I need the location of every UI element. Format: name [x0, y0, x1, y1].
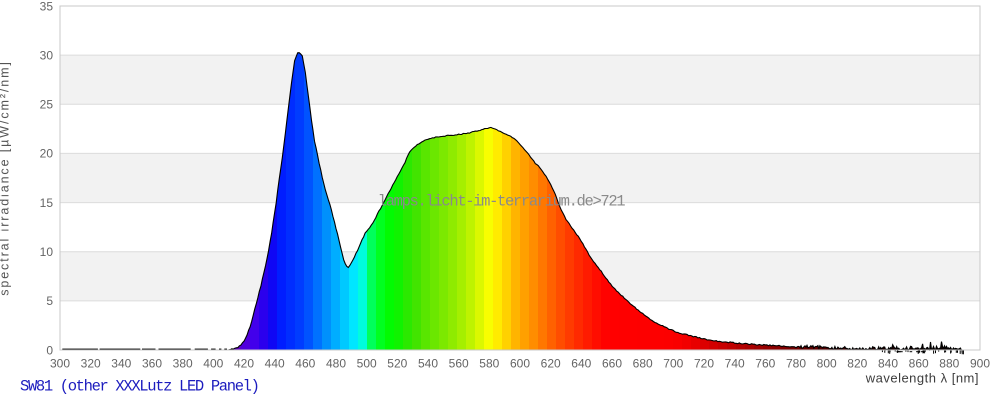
svg-text:700: 700 [663, 357, 683, 371]
svg-text:480: 480 [326, 357, 346, 371]
svg-text:5: 5 [46, 294, 53, 308]
svg-text:460: 460 [295, 357, 315, 371]
svg-text:760: 760 [755, 357, 775, 371]
svg-text:800: 800 [817, 357, 837, 371]
svg-text:300: 300 [50, 357, 70, 371]
svg-text:500: 500 [357, 357, 377, 371]
svg-text:600: 600 [510, 357, 530, 371]
svg-text:25: 25 [40, 98, 54, 112]
svg-text:560: 560 [449, 357, 469, 371]
svg-text:440: 440 [265, 357, 285, 371]
svg-text:340: 340 [111, 357, 131, 371]
svg-text:15: 15 [40, 196, 54, 210]
svg-text:680: 680 [633, 357, 653, 371]
svg-text:740: 740 [725, 357, 745, 371]
svg-text:860: 860 [909, 357, 929, 371]
svg-text:320: 320 [81, 357, 101, 371]
svg-text:880: 880 [939, 357, 959, 371]
svg-text:720: 720 [694, 357, 714, 371]
svg-text:420: 420 [234, 357, 254, 371]
svg-text:380: 380 [173, 357, 193, 371]
svg-text:780: 780 [786, 357, 806, 371]
svg-text:540: 540 [418, 357, 438, 371]
svg-text:360: 360 [142, 357, 162, 371]
svg-text:820: 820 [847, 357, 867, 371]
svg-text:0: 0 [46, 343, 53, 357]
svg-text:10: 10 [40, 245, 54, 259]
svg-text:640: 640 [571, 357, 591, 371]
svg-text:660: 660 [602, 357, 622, 371]
svg-text:30: 30 [40, 48, 54, 62]
svg-text:SW81 (other XXXLutz LED Panel): SW81 (other XXXLutz LED Panel) [20, 378, 259, 396]
svg-text:840: 840 [878, 357, 898, 371]
svg-text:580: 580 [479, 357, 499, 371]
svg-text:520: 520 [387, 357, 407, 371]
svg-text:900: 900 [970, 357, 990, 371]
svg-text:spectral irradiance [µW/cm²/nm: spectral irradiance [µW/cm²/nm] [0, 60, 12, 296]
svg-text:400: 400 [203, 357, 223, 371]
svg-text:20: 20 [40, 147, 54, 161]
svg-text:wavelength λ [nm]: wavelength λ [nm] [865, 371, 979, 386]
svg-text:35: 35 [40, 0, 54, 13]
svg-text:620: 620 [541, 357, 561, 371]
svg-text:lamps.licht-im-terrarium.de>72: lamps.licht-im-terrarium.de>721 [378, 193, 626, 211]
